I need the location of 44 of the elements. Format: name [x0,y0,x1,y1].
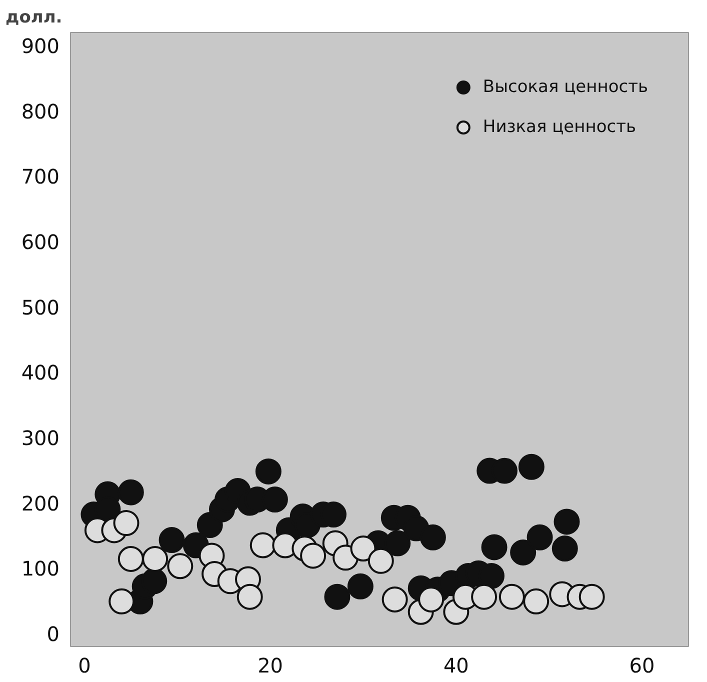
y-tick-label: 500 [21,295,60,320]
x-tick-label: 60 [629,654,655,678]
y-tick-label: 100 [21,556,60,581]
point [481,534,508,560]
point [471,584,498,610]
x-tick-label: 40 [443,654,469,678]
y-tick-label: 200 [21,491,60,516]
point [167,553,194,580]
y-tick-label: 600 [21,230,60,254]
point [250,532,276,558]
point [368,548,394,574]
x-tick-label: 0 [78,654,91,678]
point [510,539,536,566]
point [382,586,408,612]
point [118,479,144,506]
y-tick-label: 900 [21,34,60,58]
legend-label: Низкая ценность [482,117,636,137]
point [523,588,550,614]
point [347,573,374,600]
point [255,458,282,484]
y-axis-title: долл. [6,8,62,28]
point [113,510,140,536]
y-tick-label: 800 [21,99,60,124]
point [350,536,376,562]
point [554,508,580,535]
point [420,524,446,550]
x-tick-label: 20 [258,654,284,678]
point [526,524,553,550]
y-tick-label: 300 [21,426,60,450]
point [236,584,263,610]
point [518,454,544,480]
y-tick-label: 0 [46,622,60,646]
legend-label: Высокая ценность [482,77,648,97]
point [300,542,326,569]
point [118,546,144,572]
point [158,527,185,554]
point [552,536,578,562]
point [578,584,605,610]
point [324,584,350,610]
point [142,546,168,572]
y-tick-label: 700 [21,164,60,189]
point [498,584,525,610]
y-tick-label: 400 [21,360,60,385]
point [108,588,135,614]
